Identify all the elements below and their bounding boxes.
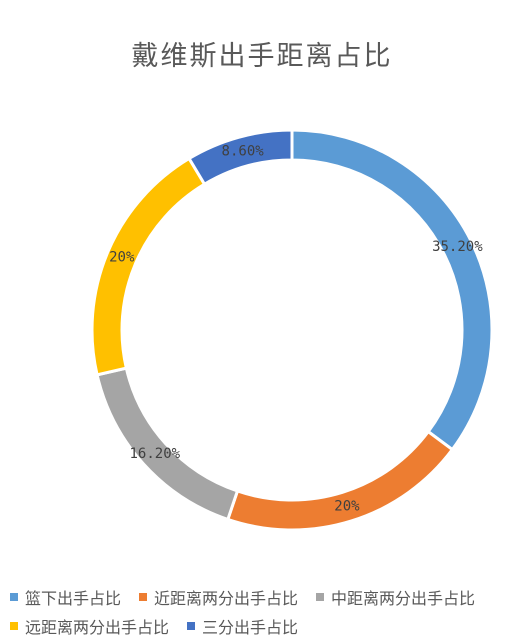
- chart-title: 戴维斯出手距离占比: [131, 41, 393, 72]
- legend-swatch-long-two: [10, 622, 18, 630]
- legend-swatch-mid-two: [316, 593, 325, 601]
- donut-slice-three: [187, 128, 294, 187]
- legend-label-short-two: 近距离两分出手占比: [154, 589, 299, 608]
- legend-item-mid-two: 中距离两分出手占比: [316, 585, 475, 609]
- legend-item-short-two: 近距离两分出手占比: [139, 585, 298, 609]
- legend-item-long-two: 远距离两分出手占比: [10, 614, 169, 638]
- legend-label-rim: 篮下出手占比: [25, 589, 122, 608]
- legend-label-long-two: 远距离两分出手占比: [25, 618, 170, 637]
- donut-chart: 35.20% 20% 16.20% 20% 8.60%: [90, 128, 494, 532]
- data-label-long-two: 20%: [109, 250, 135, 266]
- data-label-mid-two: 16.20%: [129, 446, 180, 462]
- legend-item-rim: 篮下出手占比: [10, 585, 121, 609]
- legend-item-three: 三分出手占比: [187, 614, 298, 638]
- donut-slice-mid-two: [95, 366, 240, 522]
- data-label-rim: 35.20%: [432, 239, 483, 255]
- legend-row-1: 篮下出手占比 近距离两分出手占比 中距离两分出手占比: [0, 585, 524, 609]
- legend-row-2: 远距离两分出手占比 三分出手占比: [0, 614, 524, 638]
- legend-label-three: 三分出手占比: [202, 618, 299, 637]
- data-label-short-two: 20%: [334, 499, 360, 515]
- legend-swatch-rim: [10, 593, 18, 601]
- legend-swatch-three: [187, 622, 196, 630]
- donut-slice-long-two: [90, 156, 207, 377]
- donut-slice-short-two: [225, 429, 455, 532]
- data-label-three: 8.60%: [222, 144, 265, 160]
- legend-swatch-short-two: [139, 593, 148, 601]
- legend-label-mid-two: 中距离两分出手占比: [331, 589, 476, 608]
- donut-slice-rim: [290, 128, 494, 452]
